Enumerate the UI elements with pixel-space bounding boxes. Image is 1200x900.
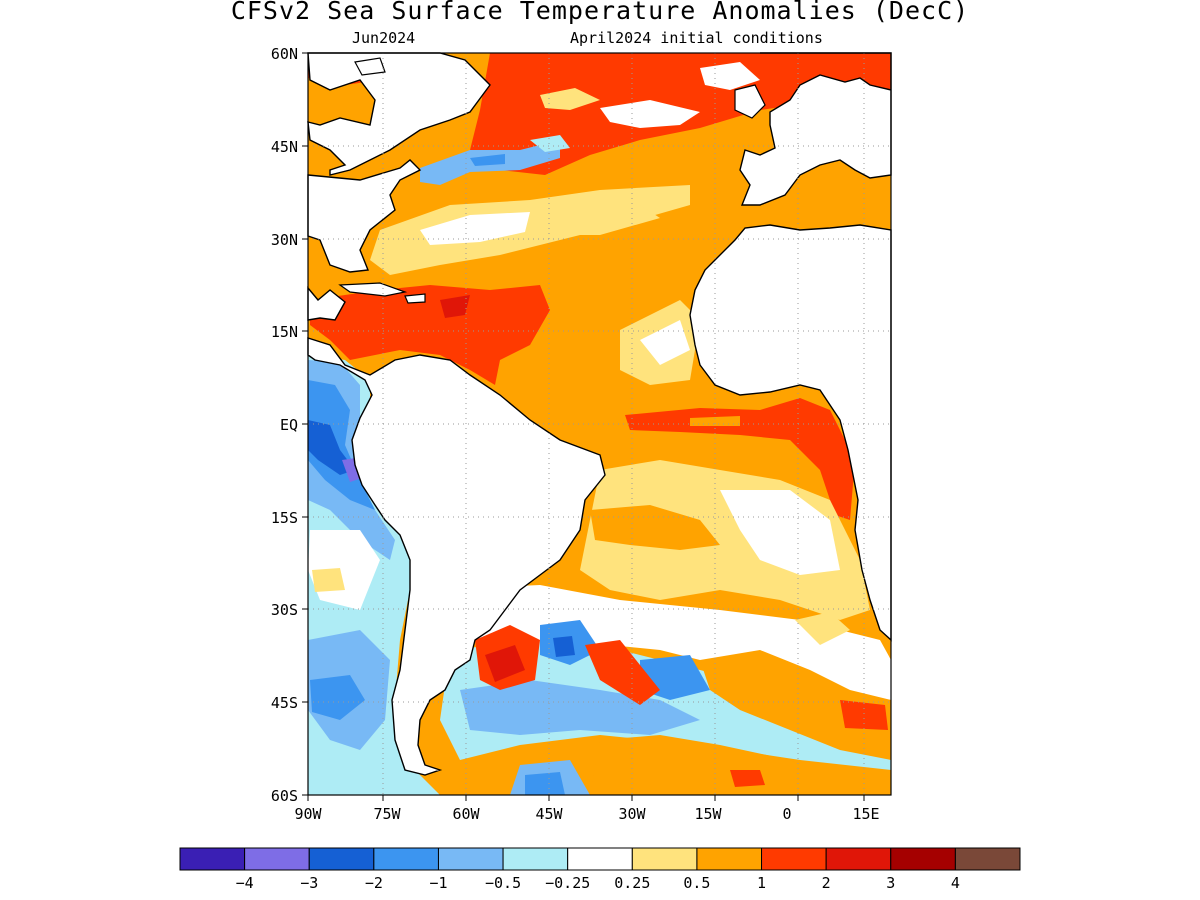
anomaly-patch <box>460 680 700 735</box>
anomaly-patch <box>310 675 365 720</box>
longitude-labels: 90W 75W 60W 45W 30W 15W 0 15E <box>294 805 879 823</box>
lat-label: 60N <box>271 45 298 63</box>
colorbar-label: 1 <box>757 874 766 892</box>
colorbar-label: 0.5 <box>683 874 710 892</box>
british-isles-land <box>734 84 766 119</box>
initial-conditions-label: April2024 initial conditions <box>570 29 823 47</box>
anomaly-patch <box>310 285 550 385</box>
colorbar-swatch <box>696 847 763 871</box>
anomaly-patch <box>585 640 660 705</box>
lon-label: 60W <box>452 805 480 823</box>
anomaly-patch <box>640 320 690 365</box>
lat-label: 15S <box>271 509 298 527</box>
forecast-month-label: Jun2024 <box>352 29 416 47</box>
anomaly-patch <box>420 212 530 245</box>
anomaly-patch <box>470 154 505 166</box>
anomaly-patch <box>540 88 600 110</box>
colorbar-label: −2 <box>365 874 383 892</box>
colorbar-label: −0.25 <box>545 874 590 892</box>
map-gridlines <box>308 53 891 795</box>
colorbar-swatch <box>179 847 246 871</box>
anomaly-patch <box>720 490 840 575</box>
lon-label: 30W <box>618 805 646 823</box>
colorbar-swatch <box>890 847 956 871</box>
anomaly-patch <box>553 636 575 657</box>
lon-label: 90W <box>294 805 322 823</box>
anomaly-patch <box>560 205 660 235</box>
anomaly-patch <box>590 505 720 550</box>
lat-label: 15N <box>271 323 298 341</box>
anomaly-patch <box>530 135 570 152</box>
south-america-land <box>307 337 606 776</box>
lat-label: 30S <box>271 601 298 619</box>
colorbar-swatch <box>567 847 633 871</box>
colorbar-label: −0.5 <box>485 874 521 892</box>
anomaly-patch <box>485 645 525 682</box>
africa-land <box>689 224 892 642</box>
colorbar-swatch <box>308 847 375 871</box>
lon-label: 15W <box>694 805 722 823</box>
map-title: CFSv2 Sea Surface Temperature Anomalies … <box>230 0 970 25</box>
lon-label: 75W <box>373 805 401 823</box>
anomaly-patch <box>730 770 765 787</box>
map-panel <box>302 52 892 801</box>
colorbar-swatch <box>631 847 698 871</box>
lat-label: 60S <box>271 787 298 805</box>
anomaly-patch <box>525 772 565 795</box>
north-america-land <box>307 52 491 176</box>
colorbar-swatch <box>373 847 439 871</box>
iceland-land <box>354 57 386 76</box>
colorbar-label: 3 <box>886 874 895 892</box>
north-america-land <box>307 159 422 273</box>
colorbar-label: 0.25 <box>614 874 650 892</box>
lat-label: 45N <box>271 138 298 156</box>
colorbar-swatch <box>502 847 569 871</box>
colorbar-label: 2 <box>822 874 831 892</box>
colorbar-label: −3 <box>300 874 318 892</box>
lat-label: EQ <box>280 416 298 434</box>
caribbean-islands <box>404 293 426 304</box>
anomaly-patch <box>600 100 700 128</box>
anomaly-patch <box>840 700 888 730</box>
lat-label: 45S <box>271 694 298 712</box>
anomaly-patch <box>312 568 345 592</box>
anomaly-patch <box>370 185 690 275</box>
colorbar-swatch <box>761 847 827 871</box>
caribbean-islands <box>338 282 408 297</box>
lon-label: 15E <box>852 805 879 823</box>
anomaly-patch <box>590 735 830 795</box>
anomaly-patch <box>690 416 740 426</box>
lon-label: 0 <box>782 805 791 823</box>
colorbar-label: −4 <box>236 874 254 892</box>
anomaly-patch <box>440 295 470 318</box>
colorbar-swatch <box>825 847 892 871</box>
latitude-labels: 60N 45N 30N 15N EQ 15S 30S 45S 60S <box>271 45 298 805</box>
anomaly-patch <box>700 650 891 760</box>
europe-land <box>739 52 892 206</box>
colorbar-label: 4 <box>951 874 960 892</box>
colorbar-label: −1 <box>429 874 447 892</box>
colorbar-swatch <box>437 847 504 871</box>
colorbar-swatch <box>954 847 1021 871</box>
colorbar: −4 −3 −2 −1 −0.5 −0.25 0.25 0.5 1 2 3 4 <box>179 847 1021 892</box>
colorbar-swatch <box>244 847 310 871</box>
central-america-land <box>307 286 346 321</box>
lon-label: 45W <box>535 805 563 823</box>
lat-label: 30N <box>271 231 298 249</box>
axis-ticks <box>302 52 865 801</box>
anomaly-patch <box>795 612 850 645</box>
